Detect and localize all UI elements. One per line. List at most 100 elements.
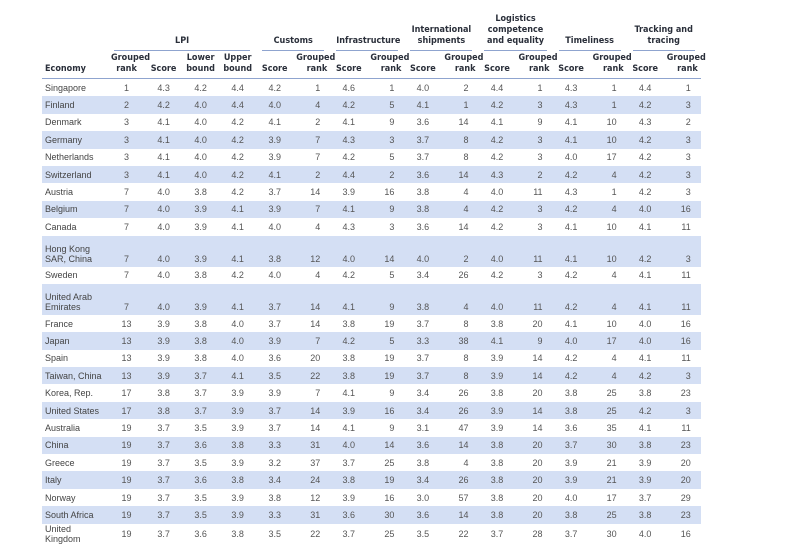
- grouped-rank-cell: 4: [589, 283, 627, 315]
- score-cell: 4.0: [157, 187, 170, 198]
- grouped-rank-cell: 20: [515, 471, 553, 489]
- score-cell: 4.2: [231, 117, 244, 128]
- grouped-rank-cell: 19: [108, 471, 146, 489]
- grouped-rank-cell: 2: [293, 165, 331, 184]
- score-cell: 4.0: [145, 200, 183, 219]
- score-cell: 4.1: [145, 165, 183, 184]
- score-cell: 4.0: [182, 96, 220, 114]
- score-cell: 4.3: [330, 131, 368, 149]
- score-cell: 4.0: [638, 318, 652, 329]
- group-header-tracking: Tracking and tracing: [627, 14, 701, 53]
- score-cell: 4.0: [416, 82, 430, 93]
- score-cell: 4.0: [478, 283, 516, 315]
- score-cell: 4.2: [342, 152, 356, 163]
- score-cell: 3.7: [256, 401, 294, 420]
- score-cell: 4.3: [564, 82, 578, 93]
- grouped-rank-cell: 24: [293, 471, 331, 489]
- score-cell: 3.9: [231, 492, 244, 503]
- score-cell: 3.7: [145, 506, 183, 524]
- grouped-rank-cell: 4: [441, 283, 479, 315]
- score-cell: 3.5: [182, 506, 220, 524]
- score-cell: 4.0: [145, 283, 183, 315]
- score-cell: 3.9: [552, 471, 590, 489]
- economy-cell: Norway: [45, 492, 76, 503]
- score-cell: 3.8: [231, 528, 244, 539]
- score-cell: 3.7: [490, 528, 504, 539]
- score-cell: 3.9: [231, 422, 244, 433]
- score-cell: 4.0: [231, 353, 244, 364]
- table-row: Italy 19 3.7 3.6 3.8 3.4 24 3.8 19 3.4 26 3.8 20 3.9 2…: [42, 471, 738, 489]
- grouped-rank-cell: 19: [121, 457, 132, 468]
- economy-cell: Belgium: [42, 200, 108, 219]
- grouped-rank-cell: 4: [589, 200, 627, 219]
- grouped-rank-cell: 3: [663, 235, 701, 267]
- score-cell: 4.1: [157, 117, 170, 128]
- score-cell: 4.1: [552, 235, 590, 267]
- score-cell: 4.1: [638, 353, 652, 364]
- grouped-rank-cell: 4: [315, 270, 321, 281]
- score-cell: 3.8: [157, 388, 170, 399]
- grouped-rank-cell: 1: [611, 82, 617, 93]
- score-cell: 3.7: [145, 436, 183, 455]
- score-cell: 3.9: [182, 235, 220, 267]
- score-cell: 3.8: [626, 506, 664, 524]
- grouped-rank-cell: 2: [685, 117, 691, 128]
- score-cell: 3.9: [638, 457, 652, 468]
- score-cell: 3.7: [268, 318, 281, 329]
- grouped-rank-cell: 11: [681, 353, 691, 364]
- grouped-rank-cell: 3: [663, 401, 701, 420]
- score-cell: 4.3: [478, 165, 516, 184]
- grouped-rank-cell: 4: [463, 187, 469, 198]
- grouped-rank-cell: 10: [606, 221, 617, 232]
- score-cell: 4.2: [552, 367, 590, 385]
- score-cell: 3.8: [219, 436, 257, 455]
- score-cell: 4.2: [490, 152, 504, 163]
- grouped-rank-cell: 7: [108, 200, 146, 219]
- table-row: United Arab Emirates 7 4.0 3.9 4.1 3.7 14 4.1 9 3…: [42, 283, 738, 315]
- grouped-rank-cell: 14: [458, 117, 469, 128]
- score-cell: 3.5: [416, 528, 430, 539]
- score-cell: 4.2: [626, 235, 664, 267]
- score-cell: 3.6: [564, 422, 578, 433]
- grouped-rank-cell: 1: [315, 82, 321, 93]
- score-cell: 3.9: [478, 401, 516, 420]
- score-cell: 4.2: [231, 187, 244, 198]
- score-cell: 4.1: [219, 283, 257, 315]
- table-row: South Africa 19 3.7 3.5 3.9 3.3 31 3.6 30 3.6 14 3.…: [42, 506, 738, 524]
- grouped-rank-cell: 3: [537, 270, 543, 281]
- grouped-rank-cell: 28: [532, 528, 543, 539]
- column-header-score: Score: [256, 53, 294, 79]
- grouped-rank-cell: 21: [606, 457, 617, 468]
- grouped-rank-cell: 10: [589, 235, 627, 267]
- grouped-rank-cell: 3: [515, 131, 553, 149]
- economy-cell: South Africa: [42, 506, 108, 524]
- grouped-rank-cell: 8: [441, 367, 479, 385]
- grouped-rank-cell: 8: [441, 131, 479, 149]
- score-cell: 3.8: [552, 506, 590, 524]
- grouped-rank-cell: 2: [515, 165, 553, 184]
- score-cell: 4.0: [564, 492, 578, 503]
- score-cell: 3.8: [194, 318, 207, 329]
- grouped-rank-cell: 3: [685, 187, 691, 198]
- group-header-row: LPI Customs Infrastructure International…: [42, 14, 738, 53]
- score-cell: 3.9: [231, 388, 244, 399]
- grouped-rank-cell: 10: [606, 117, 617, 128]
- score-cell: 4.2: [330, 96, 368, 114]
- score-cell: 4.1: [564, 221, 578, 232]
- economy-cell: Spain: [45, 353, 69, 364]
- grouped-rank-cell: 2: [367, 165, 405, 184]
- grouped-rank-cell: 19: [121, 492, 132, 503]
- economy-cell: Hong Kong SAR, China: [42, 235, 108, 267]
- grouped-rank-cell: 14: [310, 187, 321, 198]
- grouped-rank-cell: 22: [458, 528, 469, 539]
- lpi-table: LPI Customs Infrastructure International…: [42, 14, 738, 544]
- score-cell: 4.2: [219, 165, 257, 184]
- grouped-rank-cell: 7: [293, 131, 331, 149]
- table-row: Netherlands 3 4.1 4.0 4.2 3.9 7 4.2 5 3.7 8 4.2 3 4.0…: [42, 149, 738, 166]
- grouped-rank-cell: 20: [532, 492, 543, 503]
- score-cell: 3.9: [626, 471, 664, 489]
- score-cell: 3.8: [194, 353, 207, 364]
- score-cell: 3.7: [256, 283, 294, 315]
- grouped-rank-cell: 4: [315, 221, 321, 232]
- grouped-rank-cell: 23: [663, 506, 701, 524]
